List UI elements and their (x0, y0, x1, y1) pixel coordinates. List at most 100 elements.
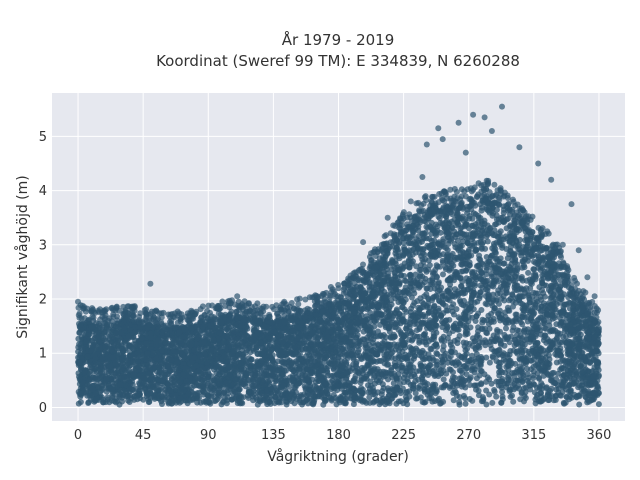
data-point (430, 269, 437, 276)
data-point (446, 330, 453, 337)
data-point (440, 362, 446, 369)
data-point (451, 293, 458, 300)
data-point (284, 332, 291, 339)
data-point (425, 300, 431, 307)
data-point (438, 353, 444, 360)
data-point (496, 300, 502, 307)
data-point (557, 277, 564, 284)
data-point (522, 384, 529, 391)
data-point (392, 392, 398, 399)
data-point (491, 227, 498, 234)
data-point (397, 329, 404, 336)
data-point (419, 399, 426, 405)
data-point (399, 385, 406, 392)
data-point (400, 239, 407, 246)
data-point (350, 401, 357, 408)
data-point (496, 359, 503, 366)
data-point (444, 359, 451, 366)
data-point (410, 355, 417, 362)
data-point (492, 221, 498, 228)
data-point (433, 350, 440, 357)
data-point (576, 401, 583, 408)
data-point (146, 398, 153, 405)
data-point (423, 369, 430, 376)
data-point (514, 327, 521, 334)
data-point (400, 252, 407, 259)
data-point (391, 269, 398, 276)
data-point (365, 389, 372, 396)
data-point (367, 346, 374, 353)
data-point (371, 286, 378, 293)
data-point (547, 269, 554, 276)
data-point (519, 321, 526, 328)
data-point (483, 254, 490, 260)
data-point (530, 363, 537, 370)
data-point (473, 375, 480, 382)
data-point (320, 401, 327, 408)
data-point (419, 273, 426, 280)
data-point (480, 398, 486, 404)
data-point (423, 268, 430, 275)
data-point (495, 347, 502, 354)
data-point (364, 306, 371, 313)
data-point (422, 229, 429, 236)
data-point (434, 273, 440, 280)
data-point (119, 366, 126, 373)
data-point (234, 400, 241, 407)
data-point (510, 398, 517, 405)
data-point (464, 239, 471, 246)
data-point (342, 297, 349, 304)
data-point (411, 333, 418, 339)
data-point (482, 300, 489, 307)
data-point (506, 238, 513, 245)
data-point (245, 395, 252, 401)
data-point (417, 266, 424, 273)
data-points (75, 103, 602, 408)
data-point (473, 313, 480, 320)
data-point (395, 294, 402, 301)
data-point (407, 272, 414, 279)
data-point (472, 318, 479, 324)
data-point (462, 400, 469, 407)
data-point (425, 309, 432, 316)
data-point (440, 376, 447, 383)
data-point (478, 207, 485, 214)
data-point (534, 360, 541, 367)
data-point (552, 397, 559, 403)
data-point (466, 396, 473, 402)
data-point (369, 385, 376, 391)
data-point (497, 341, 504, 348)
data-point (476, 392, 482, 399)
data-point (517, 396, 524, 403)
data-point (312, 379, 319, 386)
data-point (188, 384, 195, 391)
data-point (483, 378, 490, 385)
data-point (442, 317, 449, 324)
data-point (413, 395, 420, 402)
data-point (312, 348, 319, 355)
data-point (493, 393, 500, 400)
data-point (517, 356, 523, 363)
data-point (380, 385, 387, 391)
data-point (516, 236, 523, 243)
data-point (425, 257, 432, 264)
data-point (521, 329, 528, 336)
data-point (463, 371, 470, 378)
data-point (452, 286, 459, 293)
data-point (391, 359, 398, 366)
data-point (561, 400, 568, 407)
data-point (461, 343, 468, 350)
data-point (496, 336, 502, 343)
data-point (513, 369, 520, 376)
data-point (310, 400, 317, 407)
data-point (536, 375, 543, 382)
data-point (546, 346, 553, 353)
data-point (395, 253, 402, 260)
data-point (486, 359, 493, 366)
data-point (463, 235, 470, 242)
data-point (412, 390, 419, 397)
data-point (509, 392, 515, 399)
data-point (497, 228, 504, 235)
data-point (595, 401, 602, 408)
data-point (546, 318, 553, 325)
